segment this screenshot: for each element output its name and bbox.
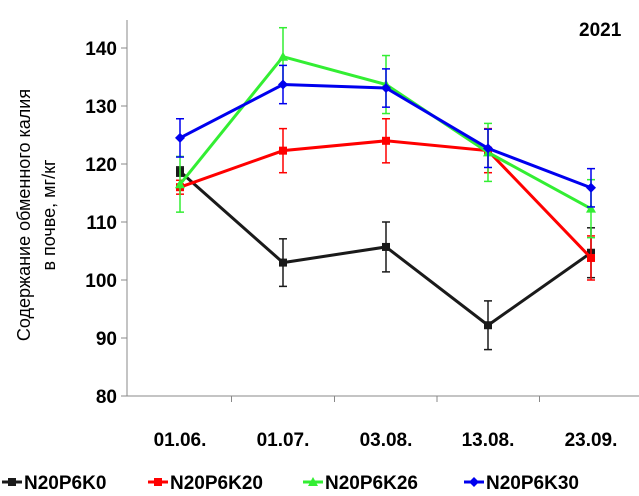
data-point (587, 253, 595, 262)
data-point (308, 477, 318, 486)
data-point (382, 242, 390, 251)
y-tick-label: 110 (86, 213, 117, 234)
data-point (483, 143, 493, 154)
x-tick-label: 01.07. (257, 430, 310, 451)
legend-label: N20P6K20 (170, 473, 263, 494)
axes: 80 90 100 110 120 130 140 01.06. 01.07. 03.08. 13… (85, 20, 639, 451)
data-point (278, 79, 288, 90)
y-tick-label: 80 (96, 387, 117, 408)
series-layer (175, 26, 596, 351)
series-N20P6K30 (175, 64, 596, 208)
data-point (175, 179, 185, 189)
year-annotation: 2021 (579, 20, 622, 41)
data-point (175, 132, 185, 143)
data-point (469, 477, 479, 487)
data-point (586, 182, 596, 193)
y-tick-label: 130 (85, 97, 117, 118)
x-ticks: 01.06. 01.07. 03.08. 13.08. 23.09. (154, 396, 618, 451)
x-tick-label: 03.08. (360, 430, 413, 451)
x-tick-label: 13.08. (462, 430, 515, 451)
x-tick-label: 01.06. (154, 430, 207, 451)
data-point (278, 51, 288, 61)
y-tick-label: 90 (96, 329, 117, 350)
y-tick-label: 140 (85, 39, 117, 60)
legend: N20P6K0 N20P6K20 N20P6K26 N20P6K30 (2, 473, 579, 494)
y-axis-title-line2: в почве, мг/кг (39, 159, 59, 270)
x-tick-label: 23.09. (565, 430, 618, 451)
legend-label: N20P6K26 (325, 473, 418, 494)
legend-label: N20P6K30 (486, 473, 579, 494)
data-point (8, 478, 16, 486)
y-axis-title-line1: Содержание обменного калия (14, 89, 34, 341)
series-N20P6K0 (176, 166, 595, 351)
data-point (381, 83, 391, 94)
data-point (484, 321, 492, 330)
y-axis-title: Содержание обменного калия в почве, мг/к… (14, 89, 59, 341)
y-tick-label: 100 (85, 271, 117, 292)
data-point (279, 258, 287, 267)
data-point (279, 146, 287, 155)
data-point (586, 203, 596, 213)
legend-label: N20P6K0 (24, 473, 106, 494)
y-tick-label: 120 (85, 155, 117, 176)
data-point (154, 478, 162, 486)
data-point (382, 136, 390, 145)
y-ticks: 80 90 100 110 120 130 140 (85, 39, 127, 408)
